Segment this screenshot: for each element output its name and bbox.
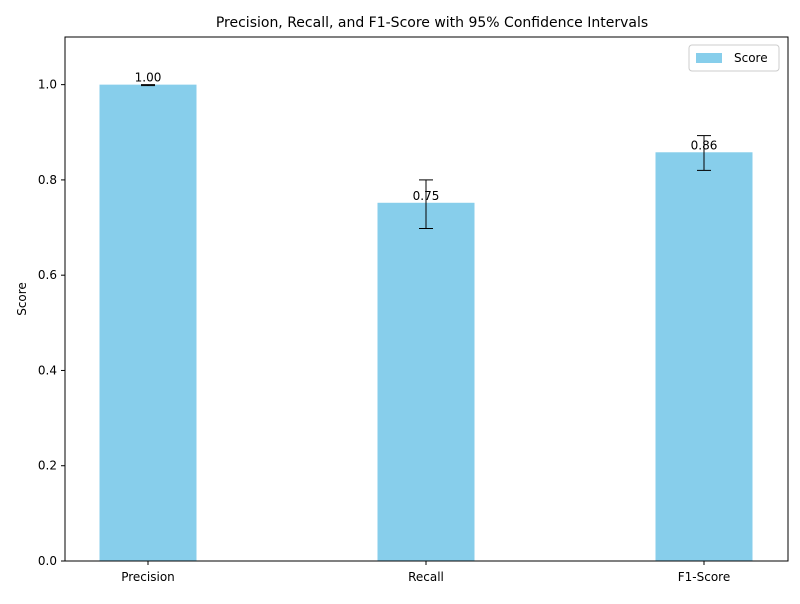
data-labels-layer: 1.00 0.75 0.86	[135, 71, 718, 203]
y-tick-label: 0.4	[38, 363, 57, 377]
data-label-f1-score: 0.86	[691, 138, 718, 152]
bar-recall	[377, 202, 475, 562]
y-tick-label: 0.8	[38, 173, 57, 187]
bar-precision	[99, 84, 197, 562]
legend-box	[688, 44, 780, 72]
error-bar-recall	[419, 179, 433, 229]
y-tick-label: 1.0	[38, 78, 57, 92]
y-ticks-layer: 0.0 0.2 0.4 0.6 0.8 1.0	[38, 78, 65, 568]
legend-swatch	[696, 53, 722, 63]
error-bar-precision	[141, 84, 155, 87]
error-bar-f1-score	[697, 135, 711, 171]
bars-layer	[99, 84, 753, 562]
y-tick-label: 0.2	[38, 459, 57, 473]
y-tick-label: 0.0	[38, 554, 57, 568]
x-ticks-layer: Precision Recall F1-Score	[121, 561, 730, 584]
data-label-precision: 1.00	[135, 71, 162, 85]
plot-frame	[64, 36, 789, 562]
y-axis-label: Score	[15, 282, 29, 316]
error-bars-layer	[141, 84, 711, 229]
legend: Score	[688, 44, 780, 72]
chart-title: Precision, Recall, and F1-Score with 95%…	[216, 15, 648, 31]
bar-f1-score	[655, 152, 753, 561]
legend-label: Score	[734, 51, 768, 65]
x-tick-label: F1-Score	[678, 570, 730, 584]
y-tick-label: 0.6	[38, 268, 57, 282]
x-tick-label: Recall	[408, 570, 444, 584]
x-tick-label: Precision	[121, 570, 175, 584]
data-label-recall: 0.75	[413, 189, 440, 203]
